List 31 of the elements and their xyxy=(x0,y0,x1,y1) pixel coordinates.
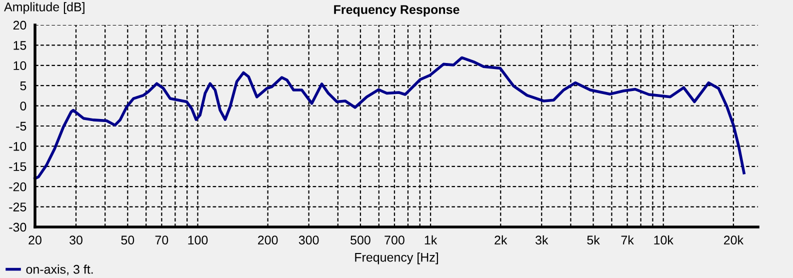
chart-title: Frequency Response xyxy=(334,5,460,16)
x-axis-title: Frequency [Hz] xyxy=(355,252,438,264)
y-axis-title: Amplitude [dB] xyxy=(4,2,84,14)
x-tick-label: 7k xyxy=(621,235,634,244)
x-tick-label: 30 xyxy=(70,236,82,245)
y-tick-label: 0 xyxy=(20,102,26,110)
y-tick-label: 15 xyxy=(14,41,26,50)
y-tick-label: -25 xyxy=(9,202,26,212)
x-tick-label: 100 xyxy=(188,236,208,245)
y-tick-label: -30 xyxy=(9,222,26,232)
x-tick-label: 500 xyxy=(350,236,370,245)
x-tick-label: 5k xyxy=(587,235,600,245)
x-tick-label: 20 xyxy=(28,236,42,245)
x-tick-label: 10k xyxy=(654,235,674,245)
y-tick-label: 20 xyxy=(13,20,26,30)
x-tick-label: 700 xyxy=(384,236,404,245)
x-tick-label: 3k xyxy=(535,235,548,245)
y-tick-label: 5 xyxy=(20,82,26,90)
y-tick-label: -5 xyxy=(16,122,26,131)
x-tick-label: 200 xyxy=(258,236,278,245)
x-tick-label: 300 xyxy=(298,236,319,245)
y-tick-label: -20 xyxy=(9,182,26,192)
x-tick-label: 70 xyxy=(155,236,168,245)
x-tick-label: 50 xyxy=(121,236,134,245)
legend-label: on-axis, 3 ft. xyxy=(26,264,93,276)
x-tick-label: 1k xyxy=(424,235,438,244)
x-tick-label: 20k xyxy=(724,235,744,245)
y-tick-label: 10 xyxy=(14,61,26,70)
y-tick-label: -15 xyxy=(9,162,26,172)
x-tick-label: 2k xyxy=(494,235,508,244)
y-tick-label: -10 xyxy=(9,142,26,151)
